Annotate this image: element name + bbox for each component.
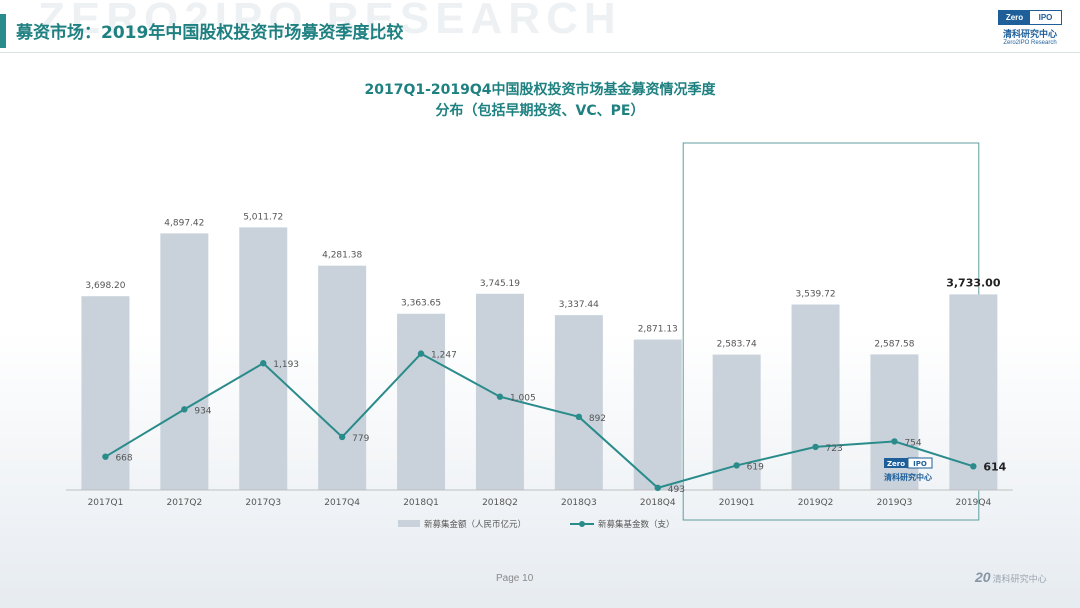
bar-label-2019Q3: 2,587.58 <box>874 339 914 349</box>
bar-label-2019Q1: 2,583.74 <box>717 340 757 350</box>
x-tick-2018Q1: 2018Q1 <box>403 498 439 508</box>
chart-watermark-cn: 清科研究中心 <box>884 472 932 482</box>
bar-2019Q4 <box>949 294 998 490</box>
bar-2019Q3 <box>870 354 919 490</box>
x-tick-2019Q4: 2019Q4 <box>955 498 991 508</box>
x-tick-2019Q1: 2019Q1 <box>719 498 755 508</box>
x-tick-2017Q1: 2017Q1 <box>88 498 124 508</box>
logo-en-text: Zero2IPO Research <box>1003 40 1057 46</box>
chart-watermark-badge-right <box>907 457 933 469</box>
chart-title-line2: 分布（包括早期投资、VC、PE） <box>435 103 645 119</box>
x-tick-2017Q4: 2017Q4 <box>324 498 360 508</box>
chart-watermark-text-right: IPO <box>913 460 927 468</box>
bar-label-2018Q1: 3,363.65 <box>401 299 441 309</box>
line-point-2017Q2 <box>181 406 188 413</box>
line-point-2019Q2 <box>812 443 819 451</box>
line-label-2017Q3: 1,193 <box>273 360 299 370</box>
title-accent-bar <box>0 14 6 48</box>
logo-cn-text: 清科研究中心 <box>1002 30 1057 40</box>
x-tick-2019Q2: 2019Q2 <box>798 498 834 508</box>
bar-label-2017Q2: 4,897.42 <box>164 218 204 228</box>
legend-line-marker <box>579 521 585 527</box>
header-watermark: ZERO2IPO RESEARCH <box>38 0 622 43</box>
bar-label-2018Q2: 3,745.19 <box>480 279 520 289</box>
line-label-2017Q2: 934 <box>194 406 211 416</box>
logo-badge-right: IPO <box>1030 11 1061 24</box>
fundraising-chart: 3,698.20 4,897.42 5,011.72 4,281.38 3,363.65… <box>66 142 1013 530</box>
footer-logo-text: 清科研究中心 <box>992 575 1047 585</box>
line-label-2018Q2: 1,005 <box>510 394 536 404</box>
legend-line-label: 新募集基金数（支） <box>598 519 675 530</box>
zero2ipo-logo: Zero IPO 清科研究中心 Zero2IPO Research <box>998 10 1062 52</box>
logo-badge: Zero IPO <box>998 10 1062 25</box>
line-series-fund-count <box>104 352 974 489</box>
x-tick-2019Q3: 2019Q3 <box>877 498 913 508</box>
logo-badge-left: Zero <box>999 11 1030 24</box>
line-point-2017Q1 <box>102 453 109 460</box>
slide-title: 募资市场：2019年中国股权投资市场募资季度比较 <box>16 23 404 43</box>
legend-bar-label: 新募集金额（人民币亿元） <box>424 519 526 530</box>
bar-label-2018Q3: 3,337.44 <box>559 300 599 310</box>
line-point-2019Q1 <box>733 462 740 469</box>
line-label-2019Q4: 614 <box>983 460 1006 473</box>
chart-watermark-text-left: Zero <box>887 460 905 468</box>
bar-2018Q3 <box>554 315 603 490</box>
bar-2019Q2 <box>791 304 840 490</box>
line-point-2018Q4 <box>654 484 661 492</box>
x-tick-2018Q3: 2018Q3 <box>561 498 597 508</box>
line-point-2019Q3 <box>891 438 898 445</box>
x-tick-2018Q4: 2018Q4 <box>640 498 676 508</box>
page-number: Page 10 <box>496 573 534 584</box>
line-label-2018Q1: 1,247 <box>431 351 457 361</box>
bar-2018Q2 <box>475 293 524 490</box>
bar-label-2019Q4: 3,733.00 <box>946 276 1001 289</box>
line-label-2017Q4: 779 <box>352 434 369 444</box>
line-label-2019Q1: 619 <box>747 462 764 472</box>
bar-label-2017Q4: 4,281.38 <box>322 251 362 261</box>
line-label-2018Q4: 493 <box>668 485 685 495</box>
bar-2018Q4 <box>633 339 682 490</box>
bar-label-2017Q1: 3,698.20 <box>85 281 125 291</box>
line-point-2019Q4 <box>970 463 977 470</box>
x-tick-2017Q2: 2017Q2 <box>166 498 202 508</box>
line-point-2018Q3 <box>575 413 583 421</box>
chart-watermark-badge-left <box>884 458 908 468</box>
footer-logo: 20 清科研究中心 <box>975 569 1047 585</box>
bar-2017Q2 <box>160 233 209 491</box>
line-label-2019Q3: 754 <box>904 438 921 448</box>
legend-bar-swatch <box>398 520 420 527</box>
chart-title-line1: 2017Q1-2019Q4中国股权投资市场基金募资情况季度 <box>364 82 716 98</box>
bar-2017Q3 <box>239 227 288 491</box>
bar-2017Q4 <box>318 265 367 490</box>
line-label-2019Q2: 723 <box>826 444 843 454</box>
chart-title: 2017Q1-2019Q4中国股权投资市场基金募资情况季度 分布（包括早期投资、… <box>240 80 840 122</box>
line-point-2018Q2 <box>496 393 504 400</box>
bar-label-2018Q4: 2,871.13 <box>638 325 678 335</box>
bar-2018Q1 <box>397 313 446 490</box>
x-tick-2018Q2: 2018Q2 <box>482 498 518 508</box>
line-point-2018Q1 <box>417 350 425 357</box>
x-tick-2017Q3: 2017Q3 <box>245 498 281 508</box>
line-label-2018Q3: 892 <box>589 414 606 424</box>
line-point-2017Q4 <box>338 433 346 441</box>
bar-label-2017Q3: 5,011.72 <box>243 212 283 222</box>
bar-label-2019Q2: 3,539.72 <box>796 290 836 300</box>
line-point-2017Q3 <box>260 360 267 367</box>
line-label-2017Q1: 668 <box>115 454 132 464</box>
footer-logo-mark: 20 <box>975 569 991 585</box>
header-divider <box>0 52 1080 53</box>
